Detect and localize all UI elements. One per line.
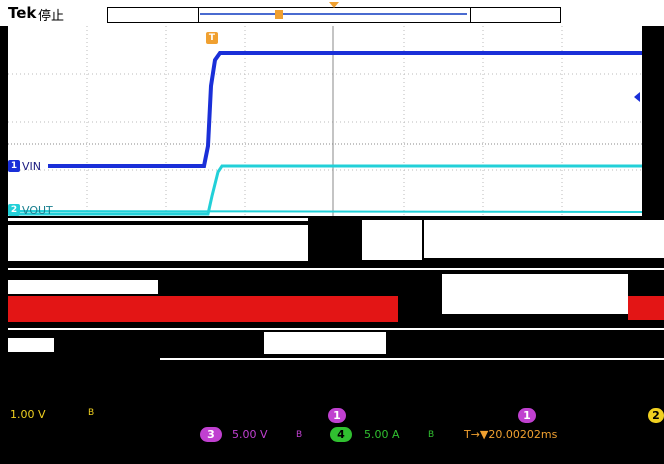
trigger-position-marker[interactable]: T: [206, 32, 218, 44]
noise-band: [8, 328, 664, 330]
corrupted-display-region: [0, 216, 664, 464]
noise-band: [362, 220, 422, 260]
noise-band: [264, 332, 386, 354]
expansion-point-marker: [329, 2, 339, 8]
channel-3-scale[interactable]: 5.00 V: [232, 428, 268, 441]
channel-2-marker[interactable]: 2: [8, 204, 20, 216]
channel-1-marker[interactable]: 1: [8, 160, 20, 172]
channel-4-tag[interactable]: 4: [330, 427, 352, 442]
math-tag[interactable]: 1: [328, 408, 346, 423]
record-view-window[interactable]: [198, 7, 471, 23]
channel-3-bandwidth-icon: B: [296, 430, 303, 440]
trigger-level-arrow-icon[interactable]: [634, 92, 640, 102]
noise-band: [8, 280, 158, 294]
top-status-bar: Tek 停止: [0, 0, 664, 26]
noise-band: [8, 225, 308, 261]
channel-2-tag[interactable]: 2: [648, 408, 664, 423]
channel-1-bandwidth-icon: B: [88, 408, 95, 418]
channel-2-label: VOUT: [22, 204, 53, 217]
red-noise-band: [628, 296, 664, 320]
waveform-svg: [8, 26, 642, 216]
noise-band: [8, 338, 54, 352]
vin-trace: [48, 51, 642, 168]
channel-4-bandwidth-icon: B: [428, 430, 435, 440]
vout-trace: [8, 164, 642, 216]
noise-band: [8, 218, 308, 221]
noise-band: [442, 274, 628, 314]
waveform-graticule[interactable]: T 1 VIN 2 VOUT: [8, 26, 642, 217]
trigger-time-readout[interactable]: T→▼20.00202ms: [464, 428, 558, 441]
noise-band: [424, 220, 664, 258]
noise-band: [160, 358, 664, 360]
channel-3-tag[interactable]: 3: [200, 427, 222, 442]
trigger-position-mini-marker: [275, 10, 283, 19]
noise-band: [8, 268, 664, 270]
ref-tag[interactable]: 1: [518, 408, 536, 423]
brand-logo: Tek: [8, 4, 37, 22]
acquisition-status[interactable]: 停止: [38, 9, 65, 24]
channel-4-scale[interactable]: 5.00 A: [364, 428, 400, 441]
channel-1-scale[interactable]: 1.00 V: [10, 408, 46, 421]
red-noise-band: [8, 296, 398, 322]
channel-1-label: VIN: [22, 160, 41, 173]
record-view-line: [200, 13, 467, 15]
